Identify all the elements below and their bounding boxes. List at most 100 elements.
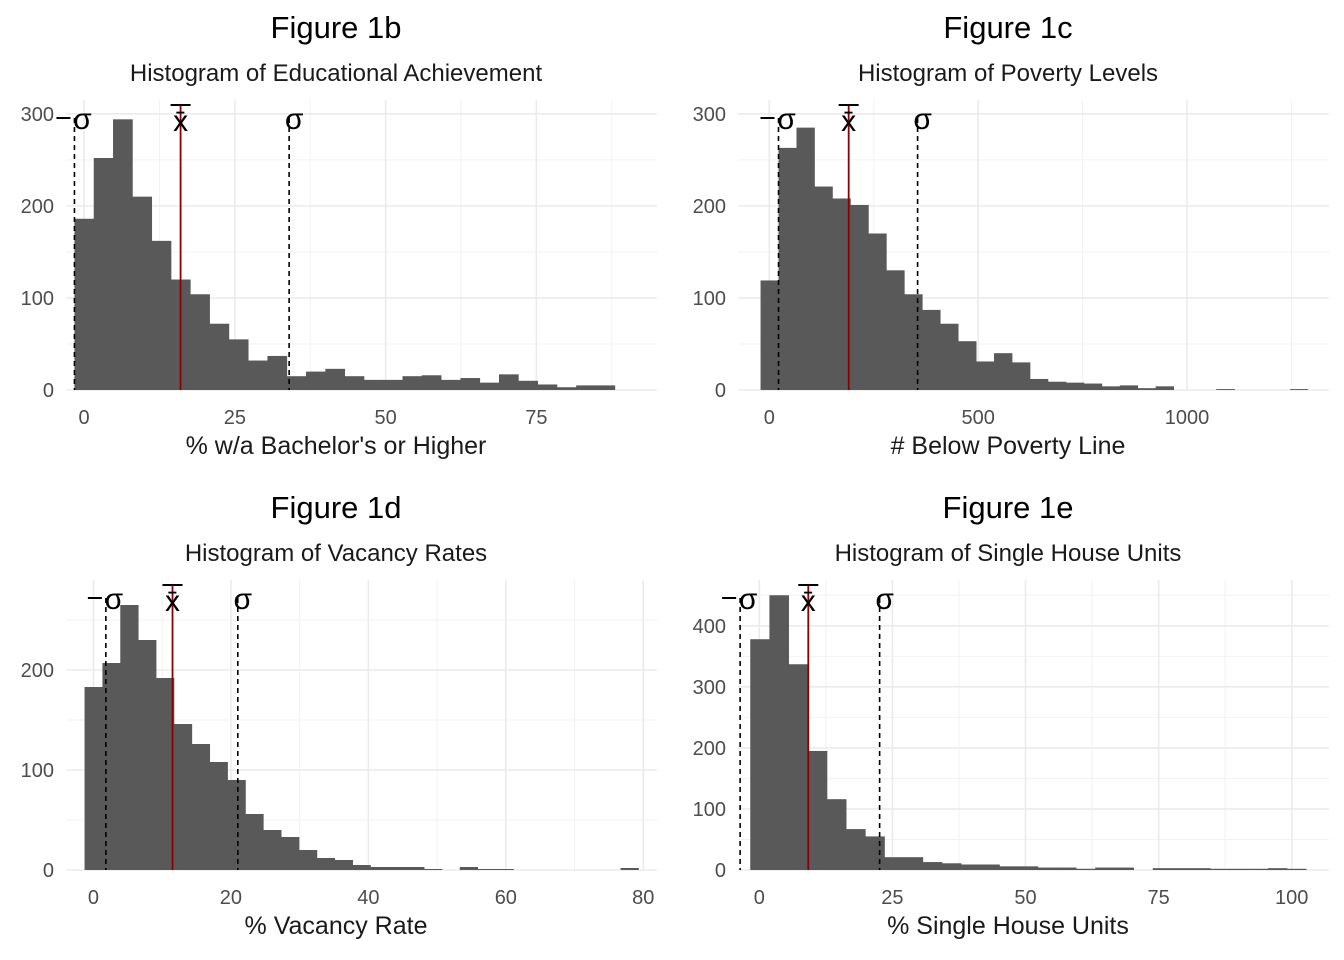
histogram-bar: [1114, 867, 1134, 870]
x-axis-label: % Single House Units: [887, 912, 1129, 940]
histogram-bar: [1216, 389, 1236, 390]
y-tick-label: 0: [715, 860, 726, 882]
histogram-bar: [267, 355, 288, 390]
y-tick-label: 200: [693, 738, 726, 760]
histogram-bar: [556, 387, 577, 390]
x-tick-label: 50: [374, 407, 396, 429]
histogram-bar: [156, 678, 175, 870]
histogram-bar: [460, 378, 481, 390]
histogram-bar: [191, 744, 211, 870]
x-axis-label: % w/a Bachelor's or Higher: [185, 432, 487, 460]
y-tick-label: 0: [43, 380, 54, 402]
histogram-bar: [1011, 362, 1031, 390]
histogram-bar: [788, 664, 809, 870]
histogram-bar: [846, 829, 866, 870]
histogram-bar: [441, 379, 461, 390]
histogram-bar: [138, 640, 157, 870]
histogram-bar: [903, 857, 924, 870]
histogram-bar: [826, 799, 847, 870]
histogram-bar: [132, 196, 153, 390]
x-tick-label: 0: [79, 407, 90, 429]
x-axis-label: # Below Poverty Line: [890, 432, 1126, 460]
panel-figure-1b: σ σ x̄ 0 25 50 75 0 100 200 300 Figure 1b Histogra…: [0, 0, 672, 480]
x-tick-label: 60: [495, 887, 517, 909]
histogram-bar: [1155, 386, 1175, 390]
chart-title: Figure 1b: [270, 10, 402, 45]
histogram-bar: [941, 863, 962, 870]
histogram-bar: [976, 361, 995, 390]
histogram-bar: [406, 867, 425, 870]
y-tick-label: 200: [693, 196, 726, 218]
panel-figure-1d: σ σ x̄ 0 20 40 60 80 0 100 200 Figure 1d Histogram…: [0, 480, 672, 960]
histogram-bar: [769, 595, 789, 870]
histogram-bar: [994, 353, 1013, 390]
histogram-bar: [1037, 867, 1058, 870]
histogram-bar: [1076, 868, 1096, 870]
histogram-bar: [113, 119, 133, 390]
panel-figure-1e: σ σ x̄ 0 25 50 75 100 0 100 200 300 400 Figure 1e Hi…: [672, 480, 1344, 960]
histogram-bar: [286, 376, 307, 390]
histogram-bar: [209, 762, 228, 870]
histogram-bar: [190, 294, 210, 390]
histogram-bar: [1083, 383, 1103, 390]
chart-subtitle: Histogram of Vacancy Rates: [184, 540, 488, 567]
x-tick-label: 75: [525, 407, 547, 429]
histogram-bar: [778, 147, 797, 390]
histogram-bar: [868, 233, 887, 390]
histogram-bar: [750, 639, 770, 870]
histogram-bar: [363, 379, 384, 390]
histogram-bar: [316, 858, 336, 870]
histogram-bar: [1191, 868, 1211, 870]
histogram-bar: [886, 270, 905, 390]
histogram-bar: [388, 867, 407, 870]
y-tick-label: 300: [693, 104, 726, 126]
x-tick-label: 25: [224, 407, 246, 429]
histogram-bar: [595, 385, 616, 390]
histogram-bar: [620, 868, 639, 870]
histogram-bar: [93, 158, 114, 390]
histogram-bar: [477, 869, 496, 870]
histogram-bar: [228, 339, 249, 390]
chart-subtitle: Histogram of Educational Achievement: [129, 60, 543, 87]
histogram-bar: [1152, 868, 1173, 870]
histogram-bar: [807, 750, 828, 870]
histogram-bar: [850, 204, 869, 390]
y-tick-label: 200: [21, 196, 54, 218]
histogram-bar: [922, 862, 943, 870]
y-tick-label: 200: [21, 660, 54, 682]
histogram-bar: [479, 382, 500, 390]
sd-label: σ: [105, 583, 124, 616]
histogram-bar: [459, 867, 479, 870]
y-tick-label: 100: [693, 799, 726, 821]
histogram-bar: [958, 341, 977, 390]
histogram-bar: [760, 280, 779, 390]
x-tick-label: 0: [764, 407, 775, 429]
histogram-bar: [865, 836, 885, 870]
histogram-bar: [383, 379, 403, 390]
histogram-bar: [306, 371, 326, 390]
x-tick-label: 50: [1014, 887, 1036, 909]
histogram-bar: [402, 376, 423, 390]
sd-label: σ: [739, 583, 758, 616]
sd-label: σ: [285, 103, 304, 136]
histogram-bar: [904, 294, 923, 390]
histogram-bar: [576, 385, 596, 390]
histogram-bar: [922, 309, 941, 390]
histogram-bar: [1047, 381, 1067, 390]
chart-title: Figure 1c: [943, 10, 1073, 45]
x-tick-label: 40: [357, 887, 379, 909]
histogram-bar: [1018, 866, 1039, 870]
histogram-bar: [298, 850, 318, 870]
y-tick-label: 0: [43, 860, 54, 882]
chart-title: Figure 1e: [942, 490, 1074, 525]
y-tick-label: 0: [715, 380, 726, 402]
histogram-bar: [498, 374, 519, 390]
mean-label: x̄: [841, 105, 856, 138]
histogram-bar: [884, 857, 904, 870]
histogram-bar: [173, 724, 193, 870]
histogram-bar: [1029, 378, 1049, 390]
histogram-bar: [980, 864, 1000, 870]
histogram-bar: [151, 240, 172, 390]
chart-figure-1c: σ σ x̄ 0 500 1000 0 100 200 300: [693, 100, 1329, 429]
histogram-bar: [537, 384, 558, 390]
